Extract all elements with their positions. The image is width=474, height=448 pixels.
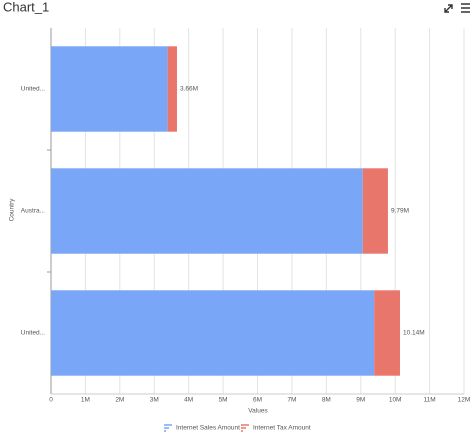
x-tick-label: 12M	[458, 397, 471, 404]
x-tick-label: 4M	[184, 397, 193, 404]
x-axis-label: Values	[248, 408, 268, 415]
x-tick-label: 10M	[389, 397, 402, 404]
x-tick-label: 6M	[253, 397, 262, 404]
bar-segment	[167, 46, 177, 132]
y-tick-label: United...	[21, 330, 45, 337]
x-tick-label: 11M	[423, 397, 435, 404]
bar-segment	[51, 168, 363, 254]
y-tick-label: Austra...	[21, 208, 45, 215]
x-tick-label: 8M	[322, 397, 331, 404]
x-tick-label: 0	[49, 397, 53, 404]
y-tick-label: United...	[21, 86, 45, 93]
total-label: 9.79M	[391, 208, 409, 215]
x-tick-label: 7M	[287, 397, 296, 404]
x-tick-label: 9M	[356, 397, 365, 404]
bar-segment	[374, 290, 400, 376]
bar-segment	[51, 46, 168, 132]
total-label: 10.14M	[403, 330, 425, 337]
x-tick-label: 2M	[115, 397, 124, 404]
menu-icon[interactable]	[461, 3, 470, 13]
y-axis-label: Country	[9, 198, 16, 222]
expand-icon[interactable]	[444, 4, 453, 13]
chart-title: Chart_1	[3, 0, 49, 14]
bar-segment	[362, 168, 388, 254]
x-tick-label: 3M	[150, 397, 159, 404]
legend-label[interactable]: Internet Sales Amount	[176, 425, 240, 432]
legend-label[interactable]: Internet Tax Amount	[253, 425, 311, 432]
x-tick-label: 5M	[219, 397, 228, 404]
x-tick-label: 1M	[81, 397, 90, 404]
bar-segment	[51, 290, 375, 376]
total-label: 3.66M	[180, 86, 198, 93]
